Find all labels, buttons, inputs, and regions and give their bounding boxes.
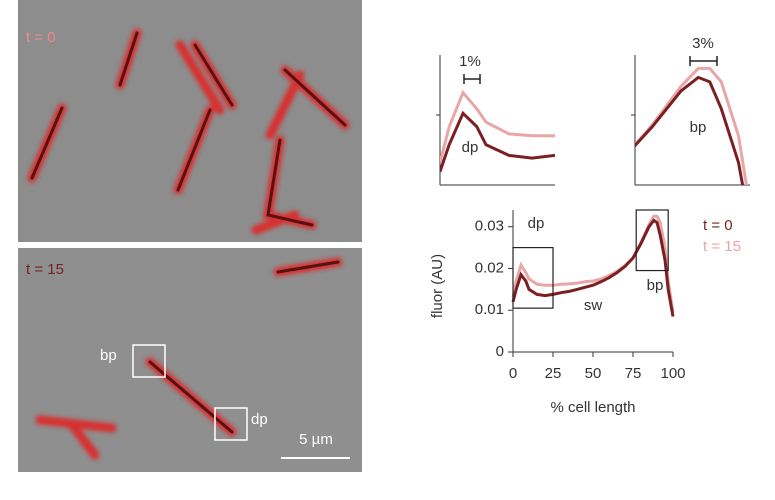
annotation: bp xyxy=(647,277,664,294)
y-axis-label: fluor (AU) xyxy=(429,254,446,318)
x-tick-label: 50 xyxy=(585,365,602,382)
legend-entry: t = 0 xyxy=(703,217,733,234)
y-tick-label: 0.01 xyxy=(475,301,504,318)
series-line xyxy=(440,110,555,173)
annotation: 3% xyxy=(692,35,714,52)
series-line xyxy=(440,89,555,163)
time-label: t = 0 xyxy=(26,29,56,46)
shift-bar xyxy=(463,74,481,84)
legend-entry: t = 15 xyxy=(703,238,741,255)
zoom-box xyxy=(512,246,554,309)
annotation: dp xyxy=(528,215,545,232)
series-line xyxy=(635,75,745,185)
pole-label: bp xyxy=(100,347,117,364)
series-line xyxy=(635,66,748,185)
x-tick-label: 100 xyxy=(660,365,685,382)
y-tick-label: 0 xyxy=(496,343,504,360)
micrograph-top: t = 0 xyxy=(18,0,362,242)
x-tick-label: 25 xyxy=(545,365,562,382)
annotation: dp xyxy=(462,139,479,156)
x-tick-label: 0 xyxy=(509,365,517,382)
annotation: sw xyxy=(584,297,603,314)
series-line xyxy=(511,214,675,313)
inset-plot xyxy=(440,89,555,173)
inset-plot xyxy=(635,66,748,185)
x-axis-label: % cell length xyxy=(550,399,635,416)
time-label: t = 15 xyxy=(26,261,64,278)
annotation: bp xyxy=(690,119,707,136)
scale-bar-label: 5 µm xyxy=(299,431,333,448)
x-tick-label: 75 xyxy=(625,365,642,382)
series-line xyxy=(511,218,675,317)
zoom-box xyxy=(635,209,669,272)
annotation: 1% xyxy=(459,53,481,70)
pole-label: dp xyxy=(251,411,268,428)
shift-bar xyxy=(689,56,718,66)
micrograph-bottom: t = 15 bp dp 5 µm xyxy=(18,248,362,472)
y-tick-label: 0.03 xyxy=(475,218,504,235)
y-tick-label: 0.02 xyxy=(475,259,504,276)
